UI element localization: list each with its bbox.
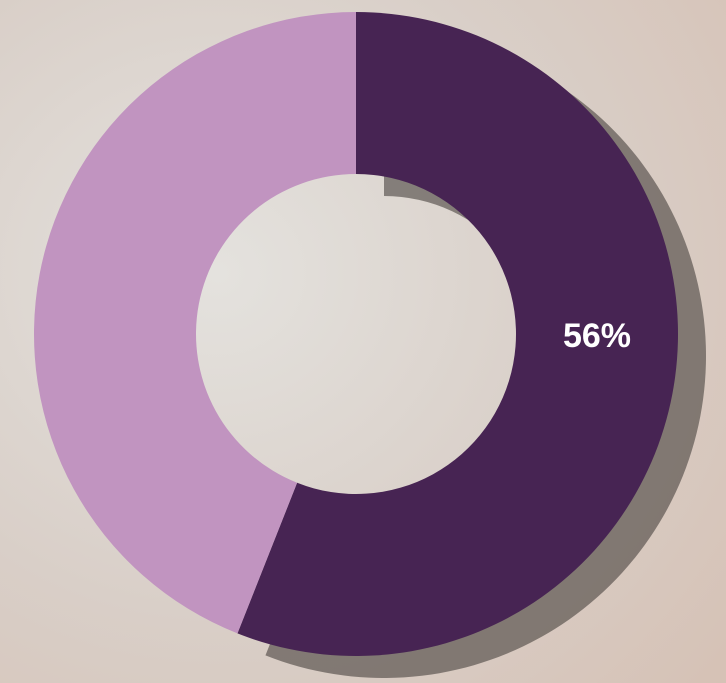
plot: 56% xyxy=(33,12,678,656)
donut-segment xyxy=(237,12,678,656)
donut-segment xyxy=(33,12,357,634)
value-label: 56% xyxy=(563,317,631,355)
